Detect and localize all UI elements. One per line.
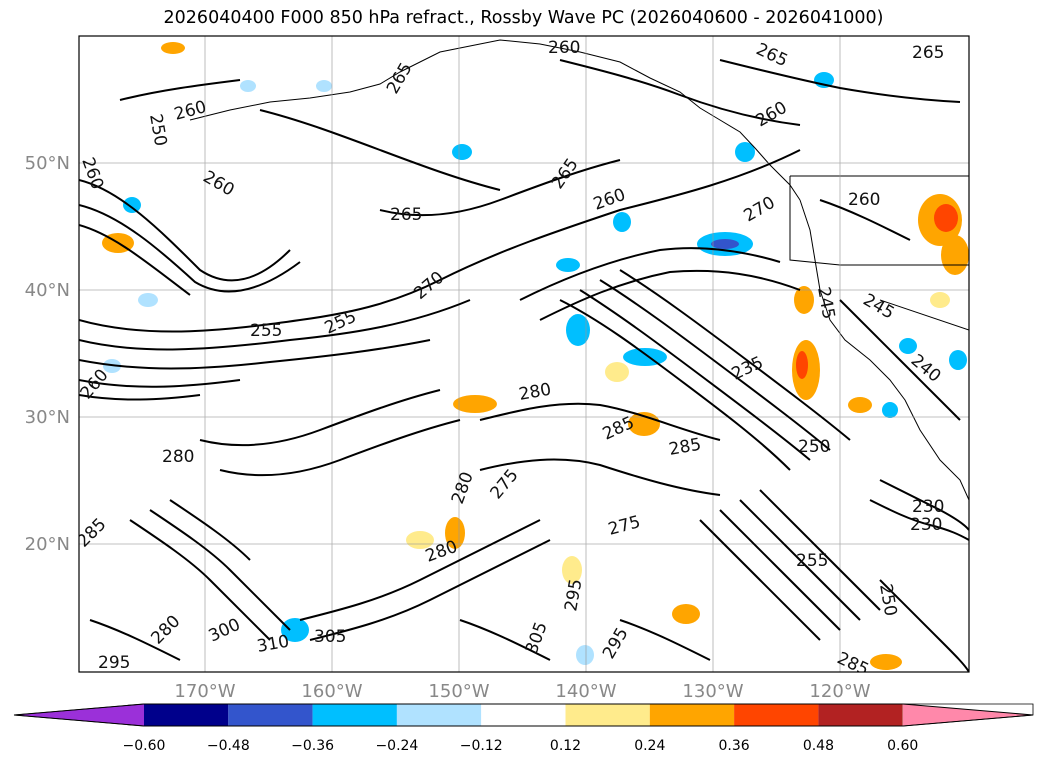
contour-label: 265: [390, 205, 422, 225]
colorbar-swatch: [396, 704, 482, 726]
map-plot-area: 260 265 265 260 260 265 260 270 270 265 …: [79, 36, 969, 673]
colorbar-tick: 0.60: [887, 738, 918, 754]
colorbar-tick: −0.36: [291, 738, 334, 754]
longitude-labels: 170°W 160°W 150°W 140°W 130°W 120°W: [174, 681, 870, 702]
colorbar-swatch: [228, 704, 313, 726]
colorbar-tick: −0.48: [207, 738, 250, 754]
colorbar-tick: −0.60: [123, 738, 166, 754]
contour-label: 260: [548, 38, 580, 58]
contour-label: 230: [910, 515, 942, 535]
colorbar-swatch: [144, 704, 229, 726]
lon-label: 160°W: [301, 681, 362, 702]
lon-label: 140°W: [555, 681, 616, 702]
colorbar-swatch: [312, 704, 397, 726]
colorbar-swatch: [481, 704, 566, 726]
colorbar-swatch: [649, 704, 735, 726]
colorbar-extend-high: [903, 704, 1033, 726]
colorbar-swatch: [818, 704, 903, 726]
contour-label: 295: [98, 653, 130, 673]
plot-frame: [78, 35, 970, 673]
coastline-layer: [189, 39, 969, 501]
lon-label: 170°W: [174, 681, 235, 702]
contour-label: 255: [796, 551, 828, 571]
lat-label: 30°N: [25, 407, 70, 428]
colorbar-tick: 0.24: [634, 738, 665, 754]
colorbar-tick: 0.12: [550, 738, 581, 754]
lon-label: 130°W: [682, 681, 743, 702]
colorbar-swatch: [734, 704, 819, 726]
lon-label: 120°W: [809, 681, 870, 702]
colorbar-tick: −0.12: [460, 738, 503, 754]
colorbar: −0.60 −0.48 −0.36 −0.24 −0.12 0.12 0.24 …: [13, 703, 1034, 754]
map-title: 2026040400 F000 850 hPa refract., Rossby…: [163, 8, 884, 28]
lat-label: 50°N: [25, 153, 70, 174]
colorbar-swatch: [565, 704, 650, 726]
contour-label: 260: [848, 190, 880, 210]
colorbar-tick: −0.24: [375, 738, 418, 754]
colorbar-tick: 0.36: [719, 738, 750, 754]
lon-label: 150°W: [428, 681, 489, 702]
lat-label: 20°N: [25, 534, 70, 555]
colorbar-tick: 0.48: [803, 738, 834, 754]
contour-label: 230: [912, 497, 944, 517]
contour-label: 255: [250, 321, 282, 341]
colorbar-extend-low: [14, 704, 144, 726]
latitude-labels: 50°N 40°N 30°N 20°N: [25, 153, 70, 555]
contour-label: 265: [912, 43, 944, 63]
contour-label: 280: [162, 447, 194, 467]
contour-label: 250: [798, 437, 830, 457]
contour-label: 305: [314, 627, 346, 647]
lat-label: 40°N: [25, 280, 70, 301]
contour-layer: [79, 59, 969, 672]
